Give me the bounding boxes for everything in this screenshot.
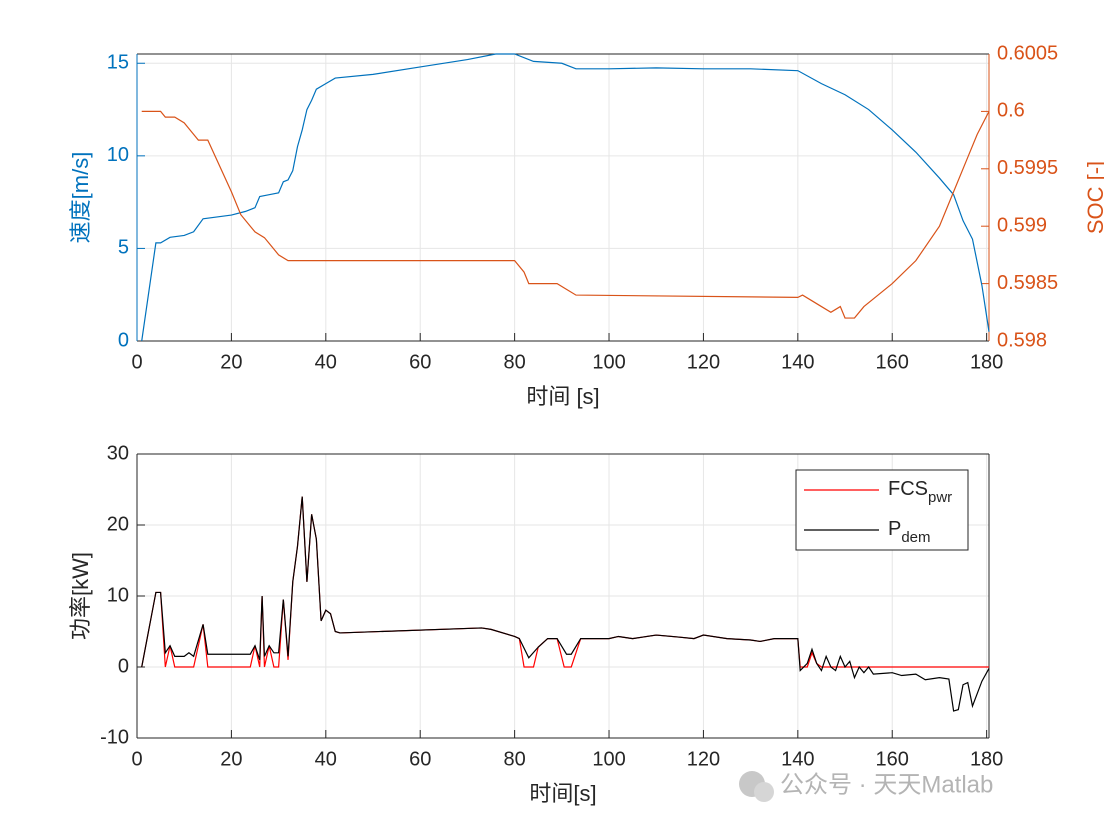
legend-name: FCS (888, 478, 928, 500)
x-tick-label: 20 (220, 351, 242, 373)
y2-tick-label: 0.6005 (997, 42, 1058, 64)
x-tick-label: 140 (781, 351, 814, 373)
x-axis-label: 时间[s] (529, 781, 596, 806)
y2-tick-label: 0.598 (997, 329, 1047, 351)
y-tick-label: 20 (107, 513, 129, 535)
legend-name: P (888, 518, 901, 540)
y2-tick-label: 0.5985 (997, 272, 1058, 294)
y-axis-label: 功率[kW] (68, 552, 93, 640)
x-tick-label: 140 (781, 748, 814, 770)
x-tick-label: 100 (592, 351, 625, 373)
x-tick-label: 0 (131, 748, 142, 770)
y-tick-label: 15 (107, 52, 129, 74)
watermark-icon (754, 782, 774, 802)
y2-axis-label: SOC [-] (1083, 161, 1104, 234)
x-tick-label: 120 (687, 748, 720, 770)
watermark: 公众号 · 天天Matlab (780, 771, 993, 798)
x-tick-label: 0 (131, 351, 142, 373)
legend-box (795, 469, 969, 551)
series-line (141, 53, 990, 342)
x-tick-label: 60 (409, 351, 431, 373)
x-tick-label: 20 (220, 748, 242, 770)
x-tick-label: 180 (970, 351, 1003, 373)
series-line (141, 496, 990, 712)
x-tick-label: 120 (687, 351, 720, 373)
y-axis-label: 速度[m/s] (68, 152, 93, 244)
y-tick-label: 5 (118, 237, 129, 259)
x-tick-label: 100 (592, 748, 625, 770)
x-tick-label: 80 (503, 351, 525, 373)
y-tick-label: 0 (118, 329, 129, 351)
y-tick-label: -10 (100, 726, 129, 748)
y-tick-label: 10 (107, 584, 129, 606)
x-tick-label: 40 (315, 351, 337, 373)
x-tick-label: 60 (409, 748, 431, 770)
x-tick-label: 80 (503, 748, 525, 770)
y2-tick-label: 0.5995 (997, 157, 1058, 179)
x-tick-label: 180 (970, 748, 1003, 770)
x-tick-label: 160 (876, 748, 909, 770)
legend-label: Pdem (888, 518, 931, 546)
legend-label: FCSpwr (888, 478, 952, 506)
y2-tick-label: 0.6 (997, 100, 1025, 122)
legend-subscript: pwr (928, 489, 952, 506)
legend-subscript: dem (901, 529, 930, 546)
series-line (141, 110, 990, 319)
y2-tick-label: 0.599 (997, 214, 1047, 236)
y-tick-label: 30 (107, 442, 129, 464)
x-tick-label: 160 (876, 351, 909, 373)
y-tick-label: 10 (107, 144, 129, 166)
x-axis-label: 时间 [s] (526, 384, 599, 409)
x-tick-label: 40 (315, 748, 337, 770)
y-tick-label: 0 (118, 655, 129, 677)
